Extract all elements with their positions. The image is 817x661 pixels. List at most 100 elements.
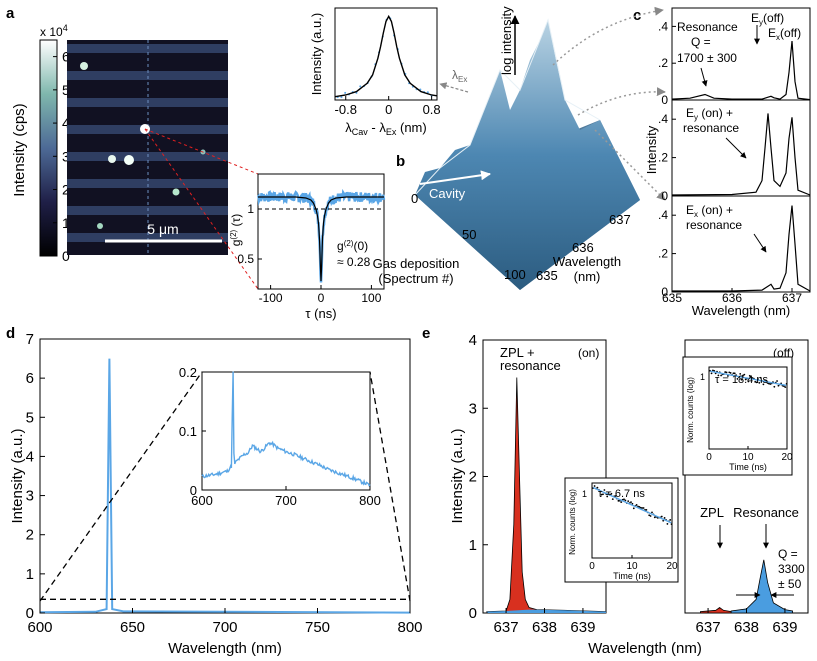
e-ytick-label: 4 — [469, 332, 477, 349]
e-inset-on-tau: τ = 6.7 ns — [598, 488, 645, 500]
decay-data-point — [777, 384, 780, 387]
decay-data-point — [727, 375, 729, 377]
emitter-spot — [124, 155, 134, 165]
d-ytick-label: 5 — [26, 409, 34, 426]
c-bottom-label-line2: resonance — [686, 218, 742, 232]
c-xtick-label: 636 — [722, 291, 742, 305]
e-zpl-res-line2: resonance — [500, 358, 561, 373]
decay-data-point — [759, 376, 762, 379]
colorbar-tick-label: 2 — [62, 182, 70, 198]
decay-data-point — [666, 523, 669, 525]
decay-data-point — [728, 371, 731, 374]
d-ylabel: Intensity (a.u.) — [9, 428, 26, 523]
cavity-tuning-plot: -0.8 0 0.8 — [335, 14, 441, 117]
e-inset-off-axes — [708, 366, 788, 450]
d-ytick-label: 4 — [26, 448, 34, 465]
c-xtick-label: 635 — [662, 291, 682, 305]
panel-b: -0.8 0 0.8 Intensity (a.u.) λCav - λEx (nm… — [309, 6, 666, 290]
c-ytick-label: .2 — [658, 56, 668, 70]
e-q-line1: Q = — [778, 547, 798, 561]
c-mid-label-line2: resonance — [683, 121, 739, 135]
c-mid-label-line1: Ey (on) + — [686, 106, 733, 122]
waveguide-stripe — [67, 233, 228, 242]
decay-data-point — [641, 507, 644, 509]
e-inset-off-ytick: 1 — [700, 372, 705, 382]
c-spectrum-line — [671, 113, 811, 196]
d-ytick-label: 2 — [26, 527, 34, 544]
decay-data-point — [785, 382, 788, 385]
c-res-label-line1: Resonance — [677, 20, 738, 34]
c-res-arrow — [700, 67, 708, 87]
decay-data-point — [776, 380, 778, 382]
colorbar-tick-label: 0 — [62, 248, 70, 264]
spectrum-axis-label-line1: Gas deposition — [373, 256, 460, 271]
decay-fit — [710, 370, 787, 387]
e-inset-off-tau: τ = 18.4 ns — [715, 374, 768, 386]
cavity-label: Cavity — [429, 186, 466, 201]
d-spectrum: 600 650 700 750 800 0 1 2 3 4 5 6 7 — [26, 331, 423, 636]
decay-data-point — [712, 369, 714, 372]
d-xlabel: Wavelength (nm) — [168, 640, 282, 657]
e-inset-on-decay: 0 10 20 — [589, 485, 678, 572]
decay-data-point — [603, 489, 606, 491]
colorbar-tick-label: 1 — [62, 215, 70, 231]
e-inset-on-axes — [591, 482, 673, 559]
colorbar-tick-label: 3 — [62, 148, 70, 164]
decay-data-point — [630, 501, 632, 504]
e-inset-on-xlabel: Time (ns) — [613, 571, 651, 581]
panel-e: 0 1 2 3 4 637 638 639 637 638 639 Intensity (a.u.)… — [449, 332, 809, 657]
decay-data-point — [743, 373, 746, 376]
colorbar-tick-label: 6 — [62, 49, 70, 65]
d-ytick-label: 3 — [26, 488, 34, 505]
c-ytick-label: .4 — [658, 112, 668, 126]
spectrum-bottom-frame — [671, 195, 811, 293]
c-bottom-arrow — [753, 233, 767, 253]
d-inset-xtick-label: 800 — [359, 493, 381, 508]
decay-data-point — [754, 380, 757, 383]
decay-data-point — [739, 372, 742, 375]
c-xtick-label: 637 — [782, 291, 802, 305]
c-ytick-label: .4 — [658, 19, 668, 33]
decay-data-point — [642, 507, 645, 509]
decay-data-point — [632, 507, 635, 510]
spectrum-mid-frame — [671, 99, 811, 197]
decay-data-point — [635, 504, 638, 506]
e-ytick-label: 0 — [469, 605, 477, 622]
e-q-line2: 3300 — [778, 562, 805, 576]
e-inset-off-ylabel: Norm. counts (log) — [686, 377, 695, 443]
decay-data-point — [747, 380, 750, 383]
decay-data-point — [729, 372, 732, 374]
scalebar-label: 5 μm — [147, 221, 178, 237]
g2-fit — [258, 196, 384, 282]
g2-data — [256, 188, 386, 283]
c-spectrum-line — [672, 205, 811, 292]
e-ytick-label: 1 — [469, 537, 477, 554]
decay-data-point — [717, 374, 720, 377]
decay-data-point — [596, 486, 599, 489]
c-ylabel: Intensity — [644, 125, 659, 174]
d-xtick-label: 650 — [120, 619, 145, 636]
d-inset-spectrum: 600 700 800 0 0.1 0.2 — [179, 365, 381, 508]
decay-data-point — [660, 515, 663, 518]
colorbar — [39, 39, 58, 257]
decay-data-point — [784, 386, 787, 389]
decay-data-point — [742, 374, 744, 377]
e-xtick-label: 638 — [532, 619, 557, 636]
decay-xtick-label: 10 — [626, 561, 638, 572]
tuning-data-point — [344, 91, 347, 94]
zoom-line — [144, 128, 259, 175]
decay-data-point — [736, 378, 739, 380]
g2-xtick-label: 100 — [361, 291, 381, 305]
decay-xtick-label: 0 — [706, 452, 712, 463]
e-on-baseline-area — [486, 609, 606, 613]
d-spectrum-line — [39, 358, 411, 614]
emitter-spot — [80, 62, 88, 70]
connector-c-bottom — [594, 129, 666, 201]
d-xtick-label: 750 — [305, 619, 330, 636]
tuning-xtick-label: -0.8 — [335, 102, 357, 117]
colorbar-label: Intensity (cps) — [11, 103, 28, 196]
e-resonance-area — [730, 559, 793, 614]
colorbar-tick-label: 4 — [62, 115, 70, 131]
tuning-data-point — [340, 96, 343, 99]
